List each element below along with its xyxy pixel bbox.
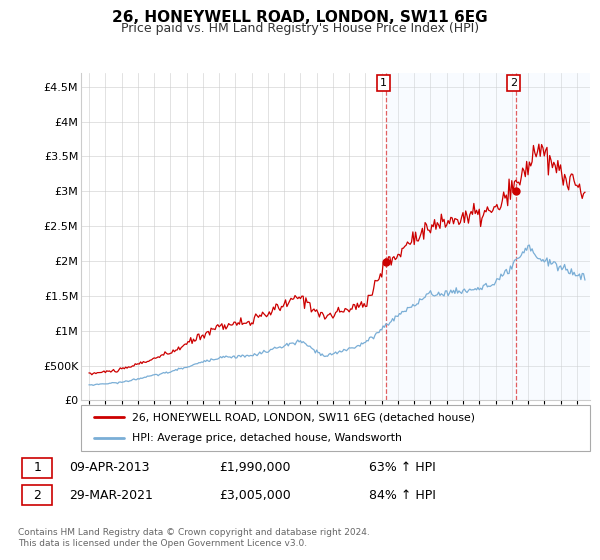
- Text: 29-MAR-2021: 29-MAR-2021: [70, 488, 154, 502]
- Text: 2: 2: [34, 488, 41, 502]
- Text: £1,990,000: £1,990,000: [220, 461, 291, 474]
- Bar: [386, 73, 590, 400]
- Text: 84% ↑ HPI: 84% ↑ HPI: [369, 488, 436, 502]
- Text: 1: 1: [380, 78, 387, 88]
- Text: 1: 1: [34, 461, 41, 474]
- Text: Price paid vs. HM Land Registry's House Price Index (HPI): Price paid vs. HM Land Registry's House …: [121, 22, 479, 35]
- Text: 09-APR-2013: 09-APR-2013: [70, 461, 150, 474]
- Text: 2: 2: [509, 78, 517, 88]
- Text: HPI: Average price, detached house, Wandsworth: HPI: Average price, detached house, Wand…: [132, 433, 402, 444]
- Bar: [22, 458, 52, 478]
- Text: 63% ↑ HPI: 63% ↑ HPI: [369, 461, 436, 474]
- Text: Contains HM Land Registry data © Crown copyright and database right 2024.
This d: Contains HM Land Registry data © Crown c…: [18, 528, 370, 548]
- Text: £3,005,000: £3,005,000: [220, 488, 291, 502]
- Bar: [22, 485, 52, 505]
- Text: 26, HONEYWELL ROAD, LONDON, SW11 6EG (detached house): 26, HONEYWELL ROAD, LONDON, SW11 6EG (de…: [132, 412, 475, 422]
- Text: 26, HONEYWELL ROAD, LONDON, SW11 6EG: 26, HONEYWELL ROAD, LONDON, SW11 6EG: [112, 10, 488, 25]
